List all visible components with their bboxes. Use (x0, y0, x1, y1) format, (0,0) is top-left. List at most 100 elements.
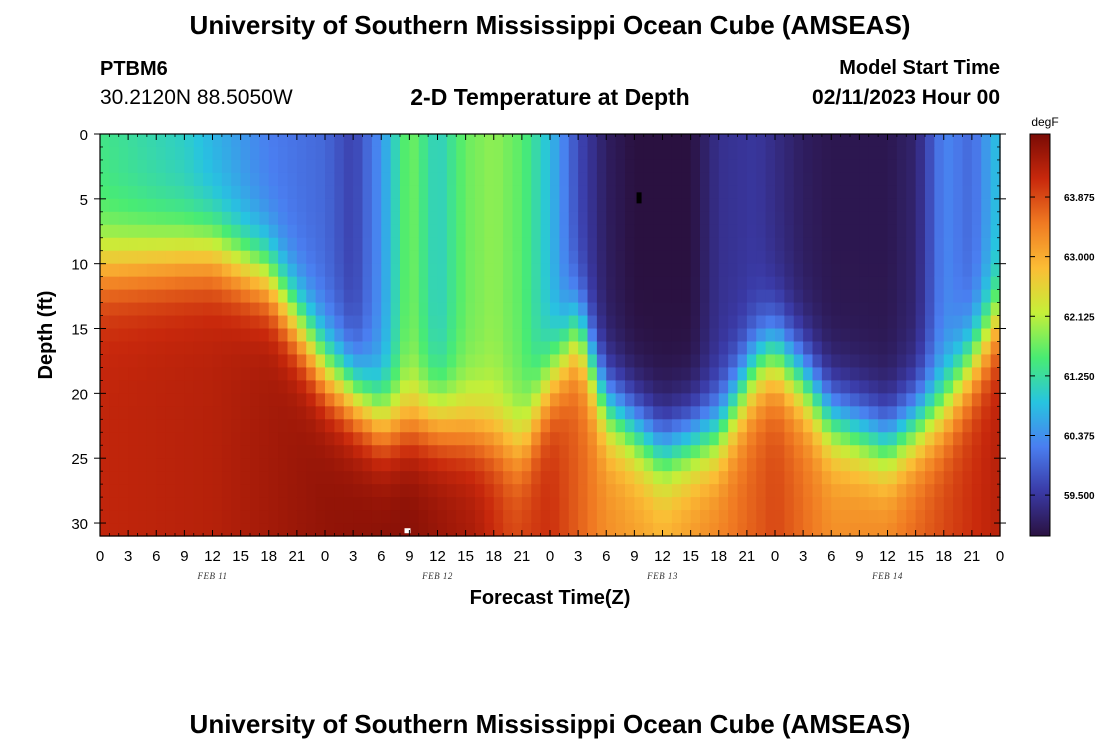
heatmap-cell (990, 146, 1001, 161)
heatmap-cell (971, 276, 982, 291)
heatmap-cell (615, 341, 626, 356)
heatmap-cell (109, 172, 120, 187)
heatmap-cell (981, 198, 992, 213)
heatmap-cell (362, 211, 373, 226)
heatmap-cell (165, 406, 176, 420)
heatmap-cell (278, 185, 289, 200)
heatmap-cell (446, 393, 457, 407)
heatmap-cell (540, 484, 551, 498)
heatmap-cell (456, 315, 467, 330)
x-tick-label: 3 (124, 548, 132, 565)
heatmap-cell (418, 276, 429, 291)
heatmap-cell (690, 159, 701, 174)
heatmap-cell (990, 510, 1001, 524)
heatmap-cell (156, 302, 167, 317)
heatmap-cell (465, 484, 476, 498)
heatmap-cell (934, 380, 945, 394)
heatmap-cell (606, 146, 617, 161)
heatmap-cell (859, 367, 870, 381)
heatmap-cell (137, 445, 148, 459)
x-tick-label: 0 (996, 548, 1004, 565)
heatmap-cell (953, 341, 964, 356)
heatmap-cell (540, 367, 551, 381)
heatmap-cell (737, 237, 748, 252)
heatmap-cell (662, 523, 673, 537)
heatmap-cell (259, 146, 270, 161)
heatmap-cell (587, 250, 598, 265)
heatmap-cell (334, 510, 345, 524)
heatmap-cell (831, 159, 842, 174)
heatmap-cell (418, 185, 429, 200)
heatmap-cell (362, 458, 373, 472)
heatmap-cell (878, 263, 889, 278)
heatmap-cell (906, 484, 917, 498)
heatmap-cell (240, 445, 251, 459)
heatmap-cell (306, 250, 317, 265)
heatmap-cell (493, 263, 504, 278)
heatmap-cell (681, 302, 692, 317)
heatmap-cell (887, 237, 898, 252)
heatmap-cell (587, 471, 598, 485)
heatmap-cell (662, 172, 673, 187)
heatmap-cell (306, 406, 317, 420)
heatmap-cell (409, 328, 420, 343)
heatmap-cell (268, 445, 279, 459)
heatmap-cell (156, 393, 167, 407)
heatmap-cell (240, 185, 251, 200)
heatmap-cell (456, 458, 467, 472)
heatmap-cell (596, 237, 607, 252)
heatmap-cell (128, 510, 139, 524)
heatmap-cell (793, 458, 804, 472)
heatmap-cell (212, 419, 223, 433)
heatmap-cell (878, 341, 889, 356)
heatmap-cell (409, 432, 420, 446)
heatmap-cell (137, 393, 148, 407)
heatmap-cell (325, 523, 335, 537)
heatmap-cell (306, 393, 317, 407)
heatmap-cell (671, 276, 682, 291)
heatmap-cell (268, 484, 279, 498)
heatmap-cell (493, 445, 504, 459)
heatmap-cell (212, 328, 223, 343)
heatmap-cell (128, 523, 139, 537)
heatmap-cell (596, 458, 607, 472)
heatmap-cell (409, 523, 420, 537)
heatmap-cell (821, 237, 832, 252)
heatmap-cell (859, 497, 870, 511)
heatmap-cell (390, 471, 401, 485)
heatmap-cell (259, 380, 270, 394)
heatmap-cell (990, 393, 1001, 407)
heatmap-cell (831, 497, 842, 511)
heatmap-cell (493, 211, 504, 226)
heatmap-cell (718, 510, 729, 524)
heatmap-cell (128, 419, 139, 433)
heatmap-cell (550, 328, 560, 343)
heatmap-cell (765, 315, 776, 330)
heatmap-cell (109, 367, 120, 381)
heatmap-cell (503, 328, 514, 343)
heatmap-cell (212, 302, 223, 317)
heatmap-cell (690, 380, 701, 394)
heatmap-cell (456, 302, 467, 317)
heatmap-cell (971, 211, 982, 226)
heatmap-cell (765, 159, 776, 174)
heatmap-cell (559, 354, 570, 369)
heatmap-cell (221, 302, 232, 317)
heatmap-cell (953, 328, 964, 343)
heatmap-cell (596, 211, 607, 226)
heatmap-cell (596, 289, 607, 304)
heatmap-cell (662, 289, 673, 304)
heatmap-cell (943, 134, 954, 148)
heatmap-cell (250, 419, 260, 433)
heatmap-cell (259, 510, 270, 524)
heatmap-cell (146, 172, 157, 187)
heatmap-cell (240, 367, 251, 381)
heatmap-cell (428, 146, 439, 161)
heatmap-cell (981, 289, 992, 304)
heatmap-cell (278, 419, 289, 433)
heatmap-cell (240, 146, 251, 161)
heatmap-cell (278, 471, 289, 485)
heatmap-cell (953, 445, 964, 459)
heatmap-cell (850, 289, 860, 304)
heatmap-cell (681, 419, 692, 433)
